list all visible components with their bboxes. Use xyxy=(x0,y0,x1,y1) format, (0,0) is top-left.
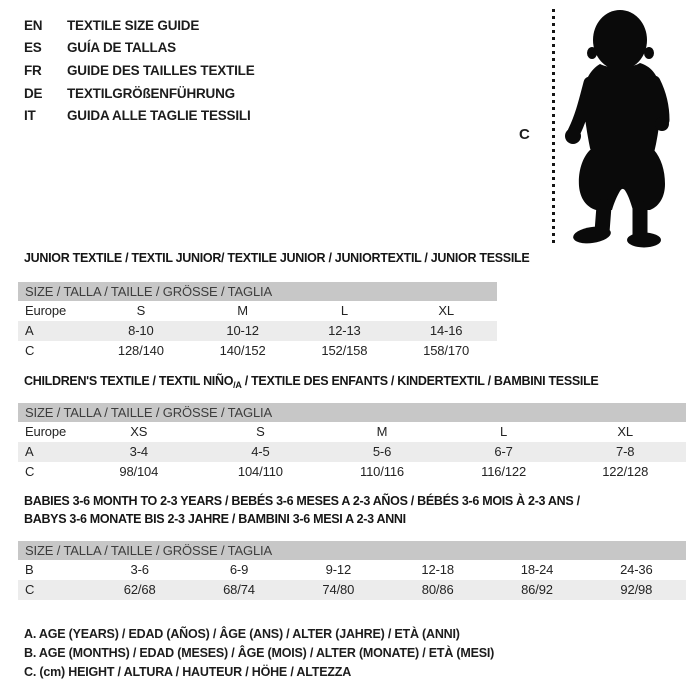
cell: 5-6 xyxy=(372,444,392,459)
language-code: FR xyxy=(24,62,42,78)
children-section-heading: CHILDREN'S TEXTILE / TEXTIL NIÑO/A / TEX… xyxy=(24,374,599,390)
language-code: EN xyxy=(24,17,43,33)
footnote-a: A. AGE (YEARS) / EDAD (AÑOS) / ÂGE (ANS)… xyxy=(24,627,460,641)
table-row: A 8-10 10-12 12-13 14-16 xyxy=(18,321,497,341)
cell: 86/92 xyxy=(521,582,553,597)
cell: 9-12 xyxy=(325,562,352,577)
heading-line: BABYS 3-6 MONATE BIS 2-3 JAHRE / BAMBINI… xyxy=(24,512,406,526)
language-code: IT xyxy=(24,108,36,124)
cell: 62/68 xyxy=(123,582,156,597)
cell: XS xyxy=(130,424,148,439)
row-label: A xyxy=(25,323,34,338)
table-row: C 62/68 68/74 74/80 80/86 86/92 92/98 xyxy=(18,580,686,600)
cell: 6-7 xyxy=(494,444,513,459)
cell: S xyxy=(136,303,146,318)
row-label: B xyxy=(25,562,34,577)
cell: 3-6 xyxy=(130,562,149,577)
language-row: IT GUIDA ALLE TAGLIE TESSILI xyxy=(24,104,255,127)
language-row: FR GUIDE DES TAILLES TEXTILE xyxy=(24,59,255,82)
row-label: Europe xyxy=(25,303,67,318)
cell: 128/140 xyxy=(117,343,164,358)
cell: 3-4 xyxy=(129,444,148,459)
table-row: Europe XS S M L XL xyxy=(18,422,686,442)
cell: L xyxy=(500,424,508,439)
language-code: DE xyxy=(24,85,43,101)
cell: 122/128 xyxy=(602,464,649,479)
cell: 92/98 xyxy=(620,582,653,597)
language-list: EN TEXTILE SIZE GUIDE ES GUÍA DE TALLAS … xyxy=(24,14,255,127)
language-label: GUIDE DES TAILLES TEXTILE xyxy=(67,62,255,78)
cell: 6-9 xyxy=(229,562,249,577)
junior-size-table: SIZE / TALLA / TAILLE / GRÖSSE / TAGLIA … xyxy=(18,282,497,361)
baby-silhouette-icon xyxy=(565,10,670,248)
row-label: C xyxy=(25,582,35,597)
cell: 74/80 xyxy=(322,582,355,597)
cell: 110/116 xyxy=(359,464,404,479)
children-size-table: SIZE / TALLA / TAILLE / GRÖSSE / TAGLIA … xyxy=(18,403,686,482)
size-table-header: SIZE / TALLA / TAILLE / GRÖSSE / TAGLIA xyxy=(18,282,497,301)
cell: 80/86 xyxy=(421,582,454,597)
junior-section-heading: JUNIOR TEXTILE / TEXTIL JUNIOR/ TEXTILE … xyxy=(24,251,530,265)
cell: 4-5 xyxy=(251,444,270,459)
heading-text: CHILDREN'S TEXTILE / TEXTIL NIÑO xyxy=(24,374,234,388)
cell: 158/170 xyxy=(423,343,470,358)
cell: 10-12 xyxy=(226,323,259,338)
cell: M xyxy=(376,424,388,439)
cell: 140/152 xyxy=(219,343,266,358)
footnote-c: C. (cm) HEIGHT / ALTURA / HAUTEUR / HÖHE… xyxy=(24,665,352,679)
size-table-header: SIZE / TALLA / TAILLE / GRÖSSE / TAGLIA xyxy=(18,403,686,422)
cell: S xyxy=(256,424,265,439)
cell: 104/110 xyxy=(237,464,283,479)
language-code: ES xyxy=(24,40,42,56)
language-row: EN TEXTILE SIZE GUIDE xyxy=(24,14,255,37)
cell: L xyxy=(340,303,348,318)
heading-line: BABIES 3-6 MONTH TO 2-3 YEARS / BEBÉS 3-… xyxy=(24,494,580,508)
row-label: Europe xyxy=(25,424,67,439)
cell: 7-8 xyxy=(616,444,635,459)
cell: 116/122 xyxy=(481,464,527,479)
language-label: GUÍA DE TALLAS xyxy=(67,40,176,56)
language-row: DE TEXTILGRÖßENFÜHRUNG xyxy=(24,82,255,105)
cell: 12-18 xyxy=(421,562,454,577)
cell: 68/74 xyxy=(223,582,255,597)
cell: 8-10 xyxy=(128,323,154,338)
table-row: C 98/104 104/110 110/116 116/122 122/128 xyxy=(18,462,686,482)
language-row: ES GUÍA DE TALLAS xyxy=(24,37,255,60)
heading-text: / TEXTILE DES ENFANTS / KINDERTEXTIL / B… xyxy=(241,374,599,388)
heading-subscript: /A xyxy=(233,380,242,390)
cell: 12-13 xyxy=(328,323,361,338)
row-label: C xyxy=(25,464,35,479)
babies-size-table: SIZE / TALLA / TAILLE / GRÖSSE / TAGLIA … xyxy=(18,541,686,600)
table-row: C 128/140 140/152 152/158 158/170 xyxy=(18,341,497,361)
row-label: C xyxy=(25,343,35,358)
size-table-header: SIZE / TALLA / TAILLE / GRÖSSE / TAGLIA xyxy=(18,541,686,560)
footnotes: A. AGE (YEARS) / EDAD (AÑOS) / ÂGE (ANS)… xyxy=(24,627,494,684)
cell: 24-36 xyxy=(620,562,653,577)
measure-label-c: C xyxy=(519,126,530,143)
cell: M xyxy=(237,303,248,318)
footnote-b: B. AGE (MONTHS) / EDAD (MESES) / ÂGE (MO… xyxy=(24,646,495,660)
cell: 98/104 xyxy=(119,464,159,479)
table-row: B 3-6 6-9 9-12 12-18 18-24 24-36 xyxy=(18,560,686,580)
language-label: GUIDA ALLE TAGLIE TESSILI xyxy=(67,108,251,124)
cell: XL xyxy=(438,303,454,318)
cell: 152/158 xyxy=(321,343,368,358)
row-label: A xyxy=(25,444,34,459)
language-label: TEXTILE SIZE GUIDE xyxy=(67,17,200,33)
cell: 14-16 xyxy=(429,323,463,338)
language-label: TEXTILGRÖßENFÜHRUNG xyxy=(67,85,235,101)
table-row: Europe S M L XL xyxy=(18,301,497,321)
measure-dashed-line xyxy=(552,9,555,243)
babies-section-heading: BABIES 3-6 MONTH TO 2-3 YEARS / BEBÉS 3-… xyxy=(24,494,580,530)
cell: 18-24 xyxy=(520,562,554,577)
table-row: A 3-4 4-5 5-6 6-7 7-8 xyxy=(18,442,686,462)
cell: XL xyxy=(617,424,633,439)
